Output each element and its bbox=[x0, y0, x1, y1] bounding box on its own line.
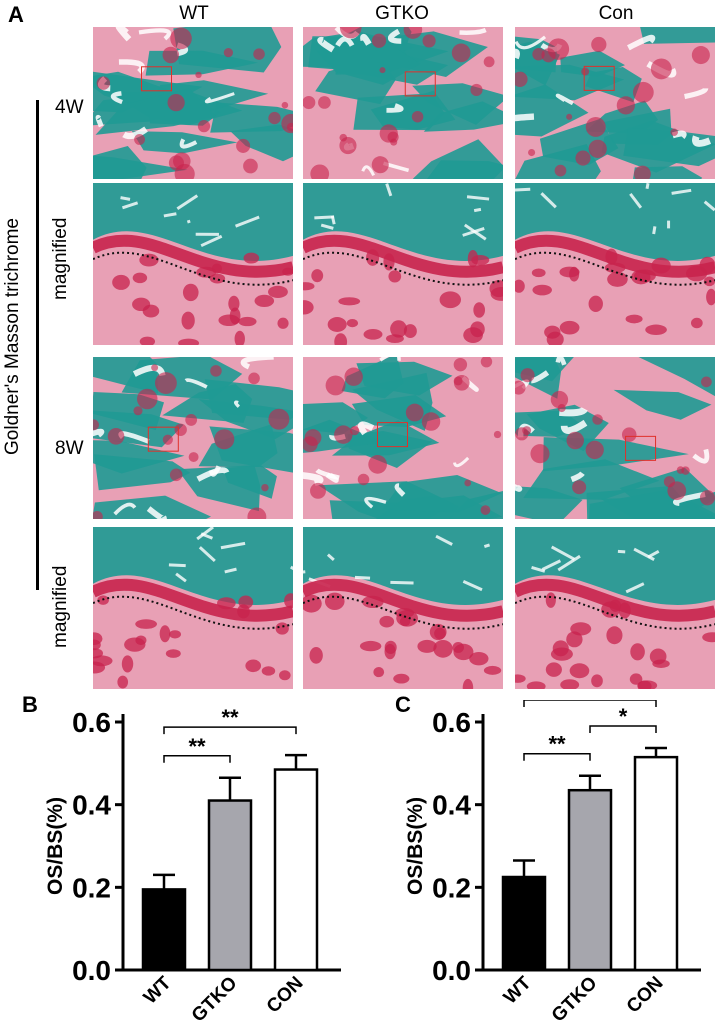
column-header-con: Con bbox=[598, 3, 634, 24]
bar-con bbox=[273, 768, 319, 972]
bar-gtko bbox=[207, 799, 253, 972]
y-tick-label: 0.0 bbox=[432, 955, 471, 986]
y-axis-label: OS/BS(%) bbox=[44, 797, 67, 895]
x-tick-label: GTKO bbox=[548, 973, 602, 1027]
x-tick-label: WT bbox=[140, 972, 176, 1008]
x-tick-label: WT bbox=[500, 972, 536, 1008]
y-tick-label: 0.4 bbox=[72, 790, 111, 821]
micrograph-magnified-gtko bbox=[303, 527, 503, 689]
y-tick-label: 0.6 bbox=[72, 707, 111, 738]
micrograph-magnified-wt bbox=[93, 183, 293, 345]
significance-stars: ** bbox=[548, 732, 566, 757]
stain-label: Goldner's Masson trichrome bbox=[2, 218, 23, 455]
column-header-gtko: GTKO bbox=[375, 3, 429, 24]
micrograph-4w-wt bbox=[93, 27, 293, 179]
row-label-magnified-4w: magnified bbox=[50, 217, 71, 300]
significance-stars: * bbox=[619, 704, 628, 729]
x-tick-label: CON bbox=[623, 973, 668, 1018]
y-axis-label: OS/BS(%) bbox=[404, 797, 427, 895]
micrograph-magnified-con bbox=[515, 183, 715, 345]
micrograph-4w-con bbox=[515, 27, 715, 179]
column-header-wt: WT bbox=[179, 3, 209, 24]
row-label-magnified-8w: magnified bbox=[50, 565, 71, 648]
y-tick-label: 0.6 bbox=[432, 707, 471, 738]
bar-wt bbox=[141, 888, 187, 972]
x-tick-label: GTKO bbox=[188, 973, 242, 1027]
bar-gtko bbox=[567, 788, 613, 972]
significance-bracket bbox=[523, 752, 591, 761]
significance-stars: ** bbox=[221, 705, 239, 730]
micrograph-8w-con bbox=[515, 357, 715, 519]
row-label-8w: 8W bbox=[55, 438, 84, 459]
y-tick-label: 0.2 bbox=[432, 872, 471, 903]
micrograph-4w-gtko bbox=[303, 27, 503, 179]
micrograph-magnified-gtko bbox=[303, 183, 503, 345]
row-label-4w: 4W bbox=[55, 97, 84, 118]
bar-chart-b: 0.0 0.2 0.4 0.6 OS/BS(%) WT GTKO CON ** ** bbox=[44, 705, 341, 1027]
significance-stars: ** bbox=[188, 734, 206, 759]
micrograph-8w-wt bbox=[93, 357, 293, 519]
significance-bracket bbox=[163, 755, 231, 763]
significance-bracket bbox=[589, 725, 657, 734]
group-bracket-line bbox=[36, 100, 39, 590]
panel-label-c: C bbox=[395, 692, 411, 717]
significance-stars: ** bbox=[581, 700, 599, 703]
micrograph-magnified-con bbox=[515, 527, 715, 689]
significance-bracket bbox=[523, 700, 657, 708]
micrograph-8w-gtko bbox=[303, 357, 503, 519]
panel-label-b: B bbox=[22, 692, 38, 717]
y-tick-label: 0.2 bbox=[72, 872, 111, 903]
y-tick-label: 0.4 bbox=[432, 790, 471, 821]
significance-bracket bbox=[163, 726, 297, 735]
bar-con bbox=[633, 755, 679, 972]
panel-label-a: A bbox=[8, 2, 24, 27]
micrograph-magnified-wt bbox=[93, 527, 293, 689]
bar-wt bbox=[501, 875, 547, 972]
y-tick-label: 0.0 bbox=[72, 955, 111, 986]
x-tick-label: CON bbox=[263, 973, 308, 1018]
